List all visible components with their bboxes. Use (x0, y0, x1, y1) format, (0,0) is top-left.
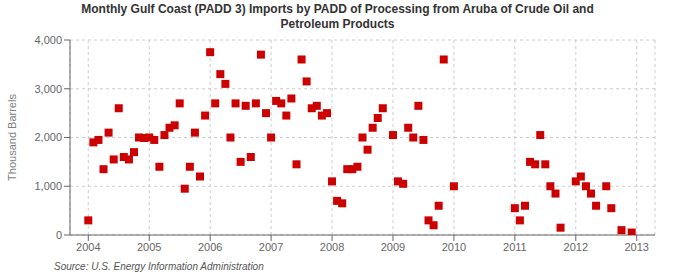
html-text:Source: U.S. Energy Informatio: Source: U.S. Energy Information Administ… (54, 261, 264, 272)
svg-text:1,000: 1,000 (34, 180, 62, 192)
svg-text:3,000: 3,000 (34, 83, 62, 95)
svg-text:2010: 2010 (442, 241, 466, 253)
svg-text:4,000: 4,000 (34, 34, 62, 46)
svg-text:2013: 2013 (624, 241, 648, 253)
svg-text:2009: 2009 (381, 241, 405, 253)
svg-text:2006: 2006 (198, 241, 222, 253)
svg-text:2007: 2007 (259, 241, 283, 253)
html-text:Petroleum Products: Petroleum Products (280, 17, 395, 31)
html-text:Monthly Gulf Coast (PADD 3) Im: Monthly Gulf Coast (PADD 3) Imports by P… (81, 2, 594, 16)
svg-text:2012: 2012 (564, 241, 588, 253)
svg-text:2008: 2008 (320, 241, 344, 253)
svg-text:2011: 2011 (503, 241, 527, 253)
svg-text:2005: 2005 (137, 241, 161, 253)
svg-text:Thousand Barrels: Thousand Barrels (8, 94, 18, 181)
svg-text:2,000: 2,000 (34, 131, 62, 143)
svg-text:2004: 2004 (76, 241, 100, 253)
svg-text:0: 0 (56, 229, 62, 241)
